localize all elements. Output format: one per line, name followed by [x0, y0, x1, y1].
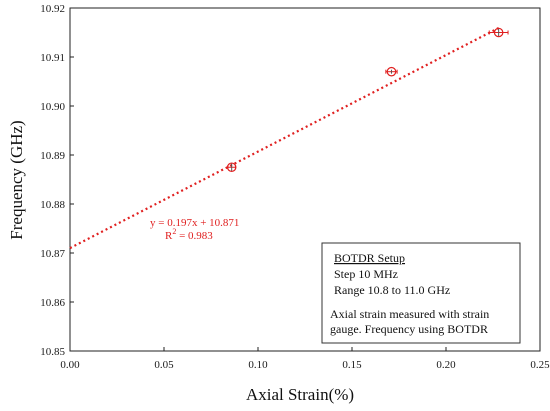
x-axis-title: Axial Strain(%) [246, 385, 354, 404]
trendline-equation: y = 0.197x + 10.871 [150, 217, 239, 229]
x-tick-label: 0.00 [60, 359, 80, 371]
x-tick-label: 0.10 [248, 359, 268, 371]
y-axis-title: Frequency (GHz) [7, 120, 26, 239]
info-box-line: Step 10 MHz [334, 267, 398, 281]
info-box-heading: BOTDR Setup [334, 251, 405, 265]
point-marker [493, 27, 504, 38]
x-tick-label: 0.25 [530, 359, 550, 371]
point-marker [386, 66, 397, 77]
trendline [69, 27, 500, 250]
y-tick-label: 10.91 [40, 52, 65, 64]
r-squared-value: = 0.983 [176, 230, 213, 242]
info-box-border [321, 242, 521, 344]
data-point [488, 27, 509, 38]
y-tick-label: 10.88 [40, 199, 65, 211]
point-marker [226, 162, 237, 173]
x-tick-label: 0.20 [436, 359, 456, 371]
data-point [385, 66, 398, 77]
data-point [226, 162, 237, 173]
data-points [226, 27, 509, 173]
y-axis: 10.85 10.86 10.87 10.88 10.89 10.90 10.91 10.92 [40, 3, 74, 358]
r-squared-label: R [165, 230, 173, 242]
r-squared: R2 = 0.983 [165, 227, 213, 242]
x-tick-label: 0.05 [154, 359, 174, 371]
y-tick-label: 10.92 [40, 3, 65, 15]
r-squared-sup: 2 [172, 227, 176, 236]
plot-area [69, 7, 541, 352]
y-tick-label: 10.89 [40, 150, 65, 162]
info-box-line: Range 10.8 to 11.0 GHz [334, 283, 450, 297]
x-tick-label: 0.15 [342, 359, 362, 371]
y-tick-label: 10.86 [40, 297, 65, 309]
info-box-note: gauge. Frequency using BOTDR [330, 322, 488, 336]
y-tick-label: 10.90 [40, 101, 65, 113]
y-tick-label: 10.85 [40, 346, 65, 358]
y-tick-label: 10.87 [40, 248, 65, 260]
info-box: BOTDR Setup Step 10 MHz Range 10.8 to 11… [321, 242, 521, 344]
x-axis: 0.00 0.05 0.10 0.15 0.20 0.25 [60, 347, 550, 371]
info-box-note: Axial strain measured with strain [330, 307, 489, 321]
